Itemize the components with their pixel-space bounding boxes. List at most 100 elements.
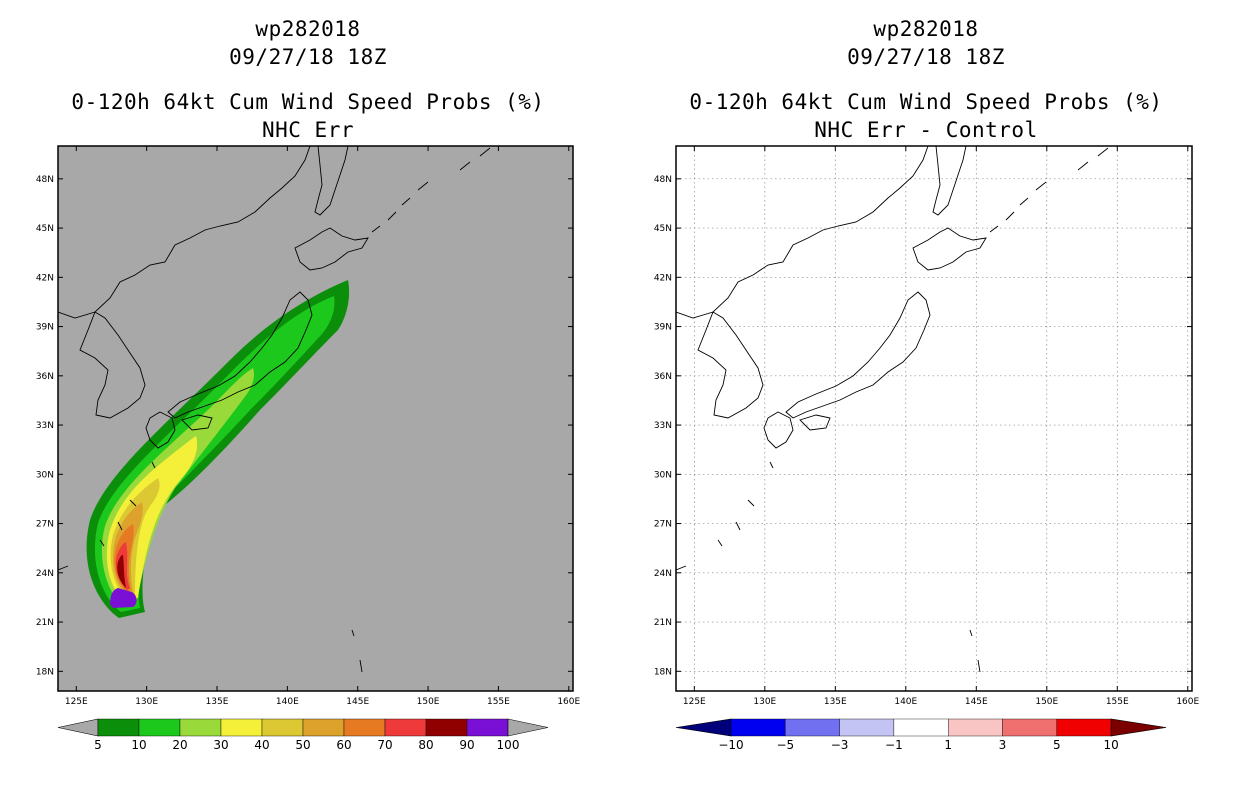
colorbar-swatch [1056,718,1112,737]
colorbar-low-arrow [57,718,99,737]
y-tick-label: 30N [654,470,672,480]
x-tick-label: 130E [135,697,158,707]
colorbar-swatch [220,718,263,737]
x-tick-label: 155E [1106,697,1129,707]
colorbar-swatch [384,718,427,737]
asia-coast [676,146,929,319]
x-tick-label: 155E [487,697,510,707]
colorbar-label: 90 [459,738,474,752]
kyushu [145,411,176,449]
colorbar-swatch [948,718,1003,737]
left-chart-title: 0-120h 64kt Cum Wind Speed Probs (%) [71,90,545,114]
y-tick-label: 21N [654,618,672,628]
y-tick-label: 39N [654,323,672,333]
y-tick-label: 27N [36,520,54,530]
y-tick-label: 45N [36,224,54,234]
colorbar-swatch [1002,718,1057,737]
y-tick-label: 18N [654,667,672,677]
kyushu [763,411,794,449]
right-chart-title: 0-120h 64kt Cum Wind Speed Probs (%) [689,90,1163,114]
colorbar-label: −10 [718,738,743,752]
bonin-islands [969,629,981,673]
sakhalin [314,146,349,216]
x-tick-label: 135E [824,697,847,707]
x-tick-label: 145E [965,697,988,707]
y-tick-label: 42N [36,273,54,283]
left-chart-subtitle: NHC Err [261,118,354,142]
y-tick-label: 24N [36,569,54,579]
x-tick-label: 125E [683,697,706,707]
colorbar-swatch [466,718,509,737]
x-tick-label: 160E [557,697,580,707]
left-map-border [57,145,574,692]
colorbar-label: 1 [944,738,952,752]
left-coastlines [58,146,491,673]
left-axis-ticks: 125E 130E 135E 140E 145E 150E 155E 160E 18N 21N 24… [36,146,581,707]
left-datetime: 09/27/18 18Z [229,45,387,69]
taiwan-coast [58,565,69,571]
right-gridlines [676,146,1192,691]
prob-band-90 [110,588,137,608]
right-axis-ticks: 125E 130E 135E 140E 145E 150E 155E 160E 18N 21N 24… [654,146,1200,707]
asia-coast [58,146,311,319]
y-tick-label: 21N [36,618,54,628]
y-tick-label: 30N [36,470,54,480]
colorbar-swatch [785,718,840,737]
shikoku [181,414,213,431]
y-tick-label: 36N [36,372,54,382]
right-map-panel: 125E 130E 135E 140E 145E 150E 155E 160E 18N 21N 24… [654,145,1200,752]
colorbar-swatch [343,718,386,737]
y-tick-label: 33N [654,421,672,431]
colorbar-label: 10 [1103,738,1118,752]
colorbar-label: 20 [172,738,187,752]
x-tick-label: 125E [65,697,88,707]
right-datetime: 09/27/18 18Z [847,45,1005,69]
right-coastlines [676,146,1109,673]
colorbar-label: −3 [831,738,849,752]
colorbar-swatch [302,718,345,737]
colorbar-swatch [730,718,786,737]
right-map-border [675,145,1193,692]
colorbar-label: −5 [776,738,794,752]
right-map-background [676,146,1192,691]
korea [79,311,146,419]
colorbar-label: 10 [131,738,146,752]
y-tick-label: 27N [654,520,672,530]
right-storm-id: wp282018 [873,17,979,41]
left-map-panel: 125E 130E 135E 140E 145E 150E 155E 160E 18N 21N 24… [36,145,581,752]
y-tick-label: 48N [36,175,54,185]
colorbar-label: 80 [418,738,433,752]
colorbar-label: 30 [213,738,228,752]
x-tick-label: 140E [276,697,299,707]
x-tick-label: 160E [1176,697,1199,707]
x-tick-label: 150E [1035,697,1058,707]
y-tick-label: 24N [654,569,672,579]
ryukyu-islands [717,461,774,547]
kuril-islands [371,147,491,233]
colorbar-low-arrow [675,718,732,737]
right-chart-subtitle: NHC Err - Control [814,118,1038,142]
honshu [167,291,313,419]
ryukyu-islands [99,461,156,547]
hokkaido [912,227,987,271]
colorbar-label: 100 [497,738,520,752]
colorbar-swatch [893,718,949,737]
x-tick-label: 145E [346,697,369,707]
y-tick-label: 42N [654,273,672,283]
y-tick-label: 39N [36,323,54,333]
colorbar-label: −1 [885,738,903,752]
colorbar-swatch [179,718,222,737]
x-tick-label: 140E [894,697,917,707]
prob-band-10 [94,296,335,612]
left-colorbar: 5 10 20 30 40 50 60 70 80 90 100 [57,718,549,752]
x-tick-label: 130E [753,697,776,707]
x-tick-label: 135E [206,697,229,707]
y-tick-label: 36N [654,372,672,382]
honshu [785,291,931,419]
colorbar-swatch [839,718,895,737]
y-tick-label: 45N [654,224,672,234]
y-tick-label: 33N [36,421,54,431]
kuril-islands [989,147,1109,233]
probability-swath [86,280,350,618]
